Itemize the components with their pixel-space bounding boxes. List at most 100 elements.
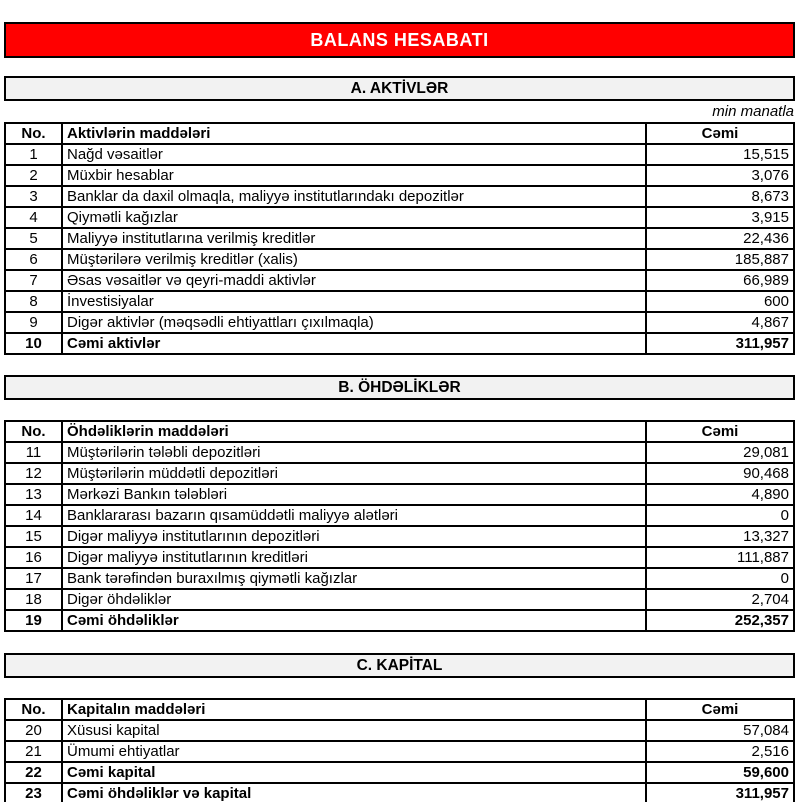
row-no: 14 (4, 504, 63, 527)
liabilities-table: No. Öhdəliklərin maddələri Cəmi 11 Müştə… (4, 420, 795, 632)
table-row: 16 Digər maliyyə institutlarının kreditl… (4, 546, 795, 569)
row-value: 66,989 (645, 269, 795, 292)
row-no: 22 (4, 761, 63, 784)
row-item: Banklararası bazarın qısamüddətli maliyy… (61, 504, 647, 527)
row-item: Müştərilərin tələbli depozitləri (61, 441, 647, 464)
col-header-no: No. (4, 122, 63, 145)
table-row: 8 İnvestisiyalar 600 (4, 290, 795, 313)
table-row: 11 Müştərilərin tələbli depozitləri 29,0… (4, 441, 795, 464)
row-no: 18 (4, 588, 63, 611)
row-item: Qiymətli kağızlar (61, 206, 647, 229)
row-value: 13,327 (645, 525, 795, 548)
section-b-header: B. ÖHDƏLİKLƏR (4, 375, 795, 400)
row-item: Cəmi kapital (61, 761, 647, 784)
row-no: 3 (4, 185, 63, 208)
col-header-total: Cəmi (645, 698, 795, 721)
row-item: Nağd vəsaitlər (61, 143, 647, 166)
row-value: 3,915 (645, 206, 795, 229)
assets-table: No. Aktivlərin maddələri Cəmi 1 Nağd vəs… (4, 122, 795, 355)
table-row: 2 Müxbir hesablar 3,076 (4, 164, 795, 187)
table-row: 7 Əsas vəsaitlər və qeyri-maddi aktivlər… (4, 269, 795, 292)
section-c-header: C. KAPİTAL (4, 653, 795, 678)
row-item: Müştərilərə verilmiş kreditlər (xalis) (61, 248, 647, 271)
row-item: İnvestisiyalar (61, 290, 647, 313)
table-row: 21 Ümumi ehtiyatlar 2,516 (4, 740, 795, 763)
row-no: 6 (4, 248, 63, 271)
capital-table: No. Kapitalın maddələri Cəmi 20 Xüsusi k… (4, 698, 795, 802)
row-item: Cəmi öhdəliklər və kapital (61, 782, 647, 802)
total-row-capital: 22 Cəmi kapital 59,600 (4, 761, 795, 784)
unit-note: min manatla (712, 103, 794, 120)
table-row: 20 Xüsusi kapital 57,084 (4, 719, 795, 742)
row-value: 90,468 (645, 462, 795, 485)
row-no: 8 (4, 290, 63, 313)
row-no: 23 (4, 782, 63, 802)
row-value: 57,084 (645, 719, 795, 742)
table-row: 3 Banklar da daxil olmaqla, maliyyə inst… (4, 185, 795, 208)
row-value: 111,887 (645, 546, 795, 569)
row-item: Digər aktivlər (məqsədli ehtiyattları çı… (61, 311, 647, 334)
col-header-total: Cəmi (645, 420, 795, 443)
row-no: 13 (4, 483, 63, 506)
liabilities-header-row: No. Öhdəliklərin maddələri Cəmi (4, 420, 795, 443)
row-item: Cəmi aktivlər (61, 332, 647, 355)
row-value: 0 (645, 567, 795, 590)
row-value: 22,436 (645, 227, 795, 250)
row-no: 5 (4, 227, 63, 250)
col-header-items: Aktivlərin maddələri (61, 122, 647, 145)
row-item: Digər maliyyə institutlarının kreditləri (61, 546, 647, 569)
table-row: 5 Maliyyə institutlarına verilmiş kredit… (4, 227, 795, 250)
row-value: 3,076 (645, 164, 795, 187)
report-title-banner: BALANS HESABATI (4, 22, 795, 58)
total-row-liabilities-and-capital: 23 Cəmi öhdəliklər və kapital 311,957 (4, 782, 795, 802)
row-value: 59,600 (645, 761, 795, 784)
row-no: 16 (4, 546, 63, 569)
table-row: 17 Bank tərəfindən buraxılmış qiymətli k… (4, 567, 795, 590)
row-item: Maliyyə institutlarına verilmiş kreditlə… (61, 227, 647, 250)
row-no: 12 (4, 462, 63, 485)
row-no: 7 (4, 269, 63, 292)
col-header-total: Cəmi (645, 122, 795, 145)
table-row: 13 Mərkəzi Bankın tələbləri 4,890 (4, 483, 795, 506)
row-value: 2,704 (645, 588, 795, 611)
row-value: 29,081 (645, 441, 795, 464)
table-row: 4 Qiymətli kağızlar 3,915 (4, 206, 795, 229)
row-item: Digər öhdəliklər (61, 588, 647, 611)
row-item: Əsas vəsaitlər və qeyri-maddi aktivlər (61, 269, 647, 292)
row-no: 11 (4, 441, 63, 464)
row-value: 8,673 (645, 185, 795, 208)
row-value: 0 (645, 504, 795, 527)
row-value: 4,890 (645, 483, 795, 506)
row-item: Digər maliyyə institutlarının depozitlər… (61, 525, 647, 548)
row-value: 252,357 (645, 609, 795, 632)
row-item: Mərkəzi Bankın tələbləri (61, 483, 647, 506)
row-item: Xüsusi kapital (61, 719, 647, 742)
row-item: Ümumi ehtiyatlar (61, 740, 647, 763)
table-row: 1 Nağd vəsaitlər 15,515 (4, 143, 795, 166)
row-no: 1 (4, 143, 63, 166)
row-no: 2 (4, 164, 63, 187)
row-value: 4,867 (645, 311, 795, 334)
col-header-no: No. (4, 420, 63, 443)
row-item: Bank tərəfindən buraxılmış qiymətli kağı… (61, 567, 647, 590)
row-no: 10 (4, 332, 63, 355)
row-item: Müxbir hesablar (61, 164, 647, 187)
table-row: 9 Digər aktivlər (məqsədli ehtiyattları … (4, 311, 795, 334)
total-row-assets: 10 Cəmi aktivlər 311,957 (4, 332, 795, 355)
table-row: 12 Müştərilərin müddətli depozitləri 90,… (4, 462, 795, 485)
table-row: 18 Digər öhdəliklər 2,704 (4, 588, 795, 611)
row-item: Banklar da daxil olmaqla, maliyyə instit… (61, 185, 647, 208)
col-header-items: Kapitalın maddələri (61, 698, 647, 721)
row-no: 21 (4, 740, 63, 763)
table-row: 6 Müştərilərə verilmiş kreditlər (xalis)… (4, 248, 795, 271)
row-no: 17 (4, 567, 63, 590)
row-item: Müştərilərin müddətli depozitləri (61, 462, 647, 485)
row-no: 4 (4, 206, 63, 229)
row-no: 15 (4, 525, 63, 548)
section-a-header: A. AKTİVLƏR (4, 76, 795, 101)
capital-header-row: No. Kapitalın maddələri Cəmi (4, 698, 795, 721)
row-value: 2,516 (645, 740, 795, 763)
row-value: 15,515 (645, 143, 795, 166)
table-row: 15 Digər maliyyə institutlarının depozit… (4, 525, 795, 548)
